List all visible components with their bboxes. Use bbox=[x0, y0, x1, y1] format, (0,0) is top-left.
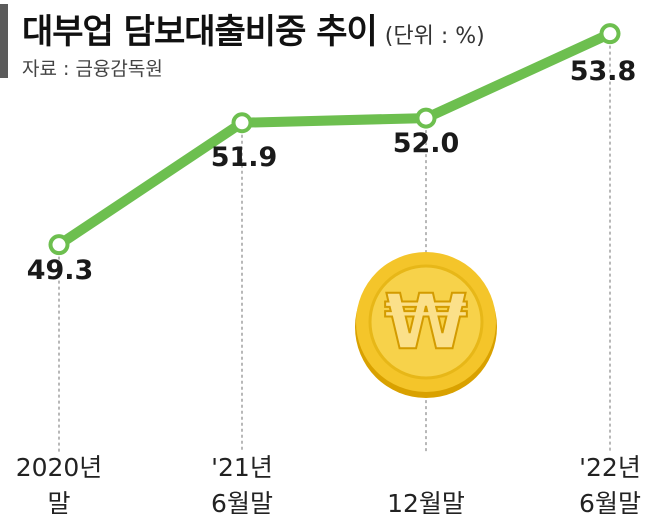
category-label-3-line1: '22년 bbox=[579, 453, 641, 482]
category-label-0-line1: 2020년 bbox=[16, 453, 103, 482]
category-label-1-line1: '21년 bbox=[211, 453, 273, 482]
data-point-0 bbox=[48, 234, 70, 256]
category-label-1-line2: 6월말 bbox=[211, 489, 273, 518]
chart-title-text: 대부업 담보대출비중 추이 bbox=[22, 12, 378, 52]
data-markers bbox=[48, 23, 621, 256]
source-label: 자료 : 금융감독원 bbox=[22, 58, 163, 80]
won-symbol: ₩ bbox=[384, 277, 468, 366]
series-line bbox=[54, 28, 615, 250]
grid-lines bbox=[58, 33, 611, 452]
value-label-1: 51.9 bbox=[211, 142, 278, 173]
data-point-2 bbox=[415, 107, 437, 129]
value-label-2: 52.0 bbox=[393, 128, 460, 159]
value-labels: 49.3 51.9 52.0 53.8 bbox=[27, 56, 637, 286]
won-coin-icon: ₩ bbox=[355, 252, 497, 398]
title-accent-bar bbox=[0, 4, 8, 78]
category-label-2-line2: 12월말 bbox=[387, 489, 465, 518]
unit-label: (단위 : %) bbox=[384, 24, 485, 49]
value-label-3: 53.8 bbox=[570, 56, 637, 87]
category-label-3-line2: 6월말 bbox=[579, 489, 641, 518]
value-label-0: 49.3 bbox=[27, 255, 94, 286]
chart-title: 대부업 담보대출비중 추이 (단위 : %) bbox=[22, 4, 485, 53]
data-point-1 bbox=[231, 112, 253, 134]
data-point-3 bbox=[599, 23, 621, 45]
category-label-0-line2: 말 bbox=[47, 489, 70, 518]
